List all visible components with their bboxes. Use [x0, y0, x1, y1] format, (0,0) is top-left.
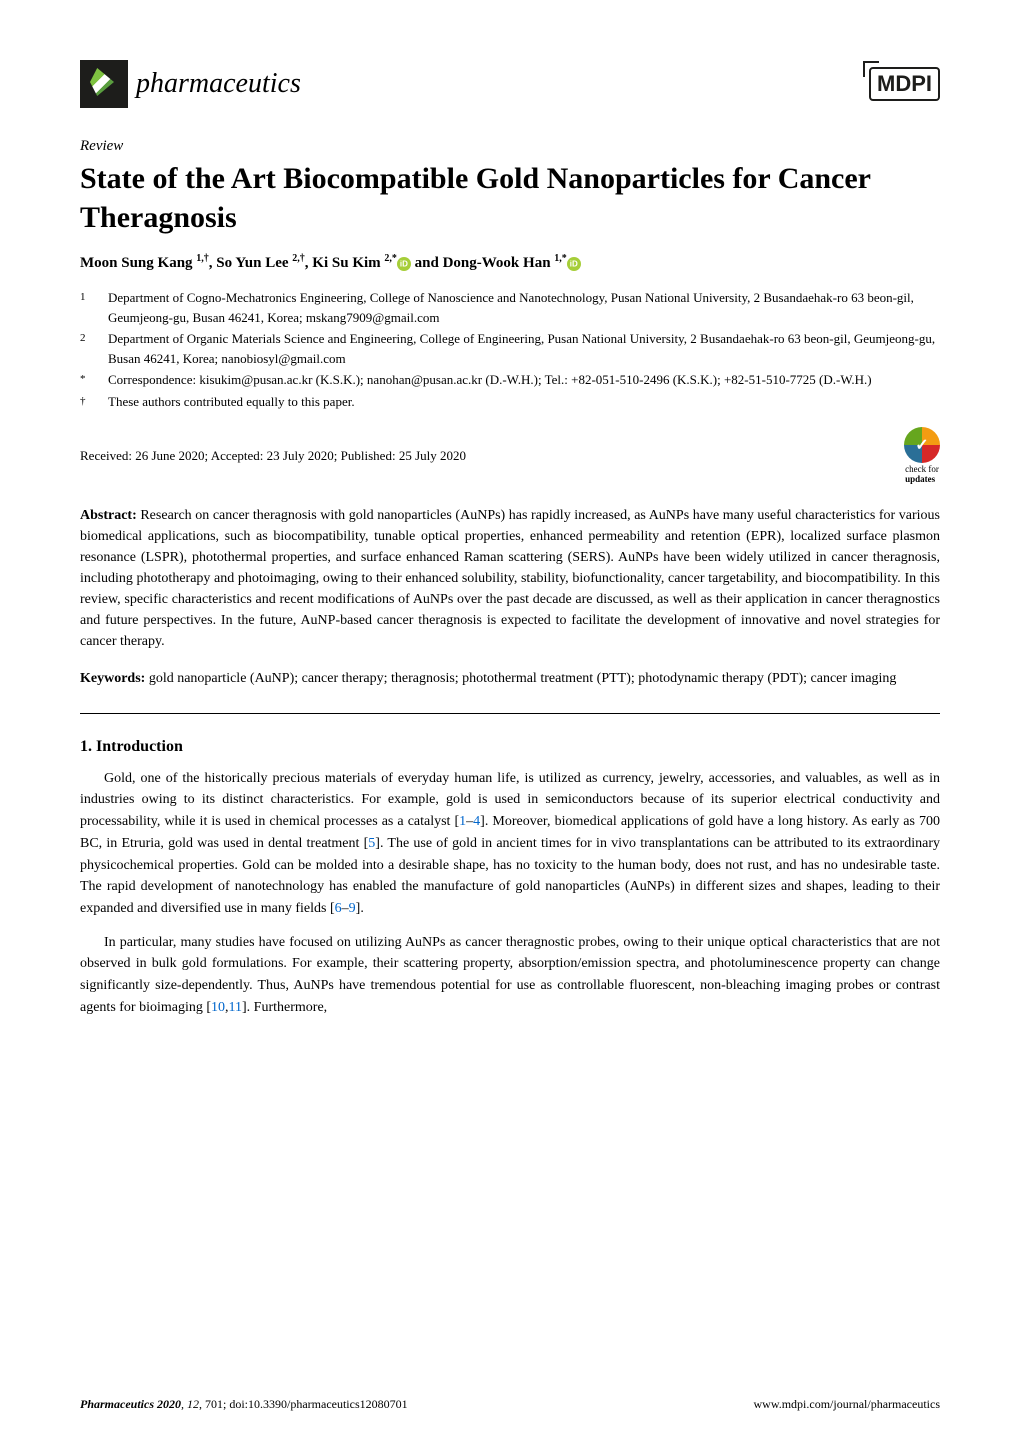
- mdpi-logo: MDPI: [869, 67, 940, 101]
- header-row: pharmaceutics MDPI: [80, 60, 940, 108]
- abstract-text: Research on cancer theragnosis with gold…: [80, 508, 940, 649]
- journal-leaf-icon: [80, 60, 128, 108]
- affil-text: These authors contributed equally to thi…: [108, 392, 355, 412]
- para-text: ]. Furthermore,: [242, 1000, 327, 1015]
- footer-rest: , 701; doi:10.3390/pharmaceutics12080701: [199, 1397, 408, 1411]
- abstract-label: Abstract:: [80, 508, 137, 523]
- affil-symbol: *: [80, 370, 96, 390]
- affiliations-block: 1 Department of Cogno-Mechatronics Engin…: [80, 288, 940, 411]
- affil-symbol: †: [80, 392, 96, 412]
- reference-link[interactable]: 11: [229, 1000, 242, 1015]
- abstract-block: Abstract: Research on cancer theragnosis…: [80, 505, 940, 652]
- footer-volume: , 12: [181, 1397, 199, 1411]
- footer-url: www.mdpi.com/journal/pharmaceutics: [753, 1397, 940, 1412]
- orcid-icon: [397, 257, 411, 271]
- affil-text: Department of Organic Materials Science …: [108, 329, 940, 368]
- check-updates-line2: updates: [905, 474, 935, 484]
- check-updates-line1: check for: [905, 464, 939, 474]
- article-title: State of the Art Biocompatible Gold Nano…: [80, 159, 940, 237]
- affil-number: 2: [80, 329, 96, 368]
- para-text: In particular, many studies have focused…: [80, 935, 940, 1015]
- affiliation-item: 2 Department of Organic Materials Scienc…: [80, 329, 940, 368]
- affil-number: 1: [80, 288, 96, 327]
- reference-link[interactable]: 9: [349, 901, 356, 916]
- section-heading: 1. Introduction: [80, 738, 940, 756]
- authors-part1: Moon Sung Kang 1,†, So Yun Lee 2,†, Ki S…: [80, 255, 397, 271]
- keywords-block: Keywords: gold nanoparticle (AuNP); canc…: [80, 668, 940, 689]
- body-paragraph: Gold, one of the historically precious m…: [80, 768, 940, 920]
- affiliation-item: 1 Department of Cogno-Mechatronics Engin…: [80, 288, 940, 327]
- page-footer: Pharmaceutics 2020, 12, 701; doi:10.3390…: [80, 1397, 940, 1412]
- journal-name: pharmaceutics: [136, 68, 301, 100]
- ref-dash: –: [342, 901, 349, 916]
- section-divider: [80, 713, 940, 714]
- publication-dates: Received: 26 June 2020; Accepted: 23 Jul…: [80, 448, 466, 464]
- orcid-icon: [567, 257, 581, 271]
- keywords-label: Keywords:: [80, 671, 145, 686]
- affiliation-item: † These authors contributed equally to t…: [80, 392, 940, 412]
- body-paragraph: In particular, many studies have focused…: [80, 932, 940, 1019]
- authors-part2: and Dong-Wook Han 1,*: [411, 255, 567, 271]
- article-type: Review: [80, 138, 940, 155]
- check-updates-text: check for updates: [905, 465, 939, 485]
- keywords-text: gold nanoparticle (AuNP); cancer therapy…: [145, 671, 896, 686]
- para-text: ].: [356, 901, 364, 916]
- footer-year: 2020: [154, 1397, 181, 1411]
- affil-text: Correspondence: kisukim@pusan.ac.kr (K.S…: [108, 370, 872, 390]
- check-updates-icon: [904, 427, 940, 463]
- affil-text: Department of Cogno-Mechatronics Enginee…: [108, 288, 940, 327]
- author-list: Moon Sung Kang 1,†, So Yun Lee 2,†, Ki S…: [80, 253, 940, 272]
- footer-journal-name: Pharmaceutics: [80, 1397, 154, 1411]
- journal-logo-block: pharmaceutics: [80, 60, 301, 108]
- reference-link[interactable]: 6: [335, 901, 342, 916]
- dates-row: Received: 26 June 2020; Accepted: 23 Jul…: [80, 427, 940, 485]
- reference-link[interactable]: 10: [211, 1000, 225, 1015]
- affiliation-item: * Correspondence: kisukim@pusan.ac.kr (K…: [80, 370, 940, 390]
- footer-citation: Pharmaceutics 2020, 12, 701; doi:10.3390…: [80, 1397, 408, 1412]
- check-updates-badge[interactable]: check for updates: [904, 427, 940, 485]
